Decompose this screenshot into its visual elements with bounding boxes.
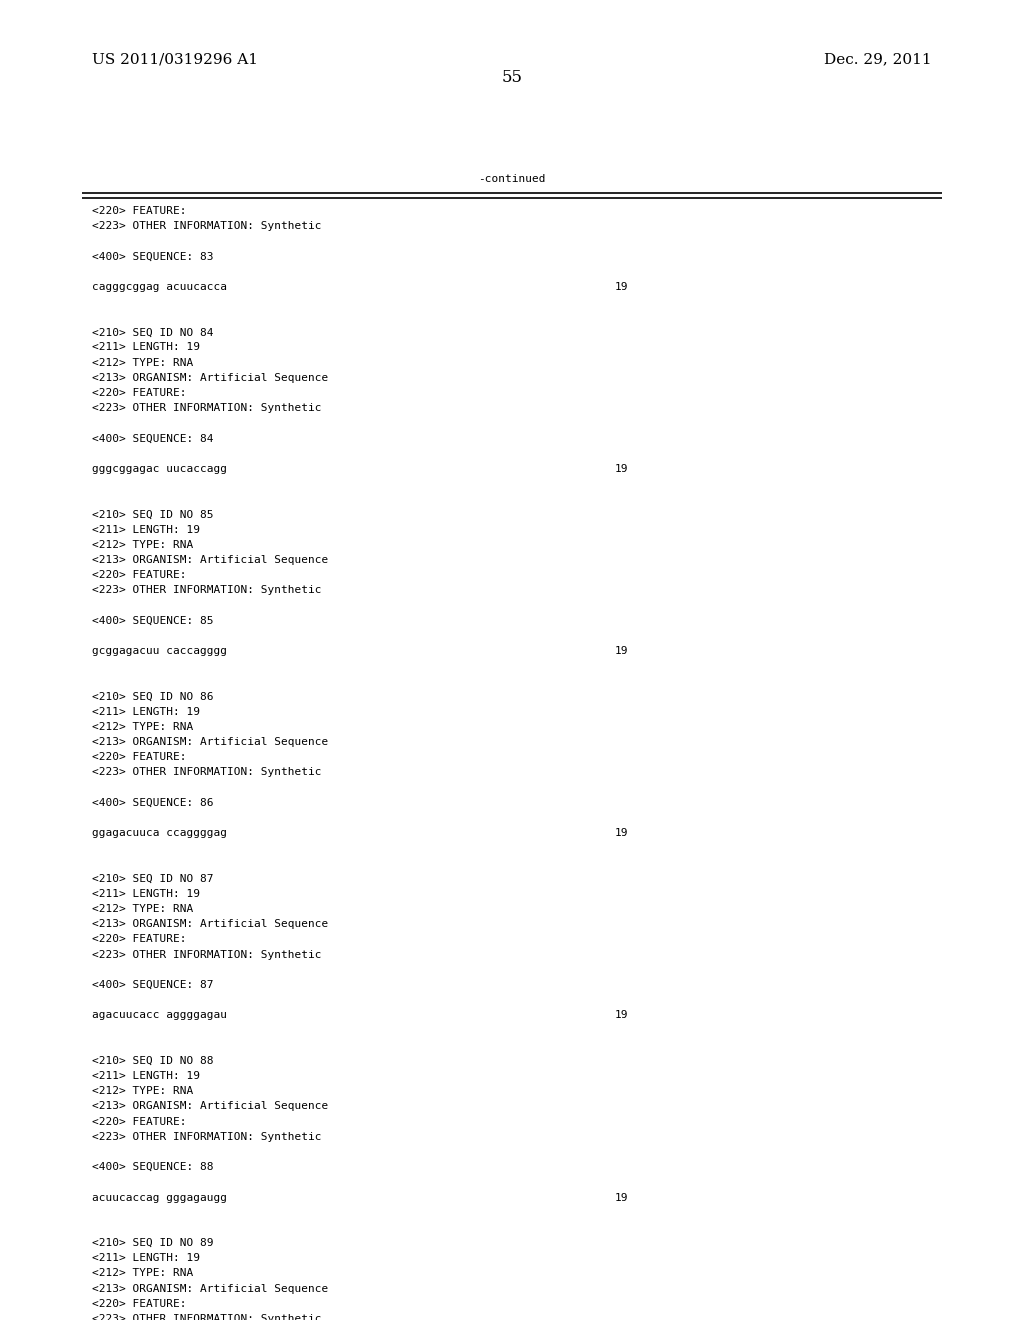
Text: 19: 19 xyxy=(614,281,628,292)
Text: <400> SEQUENCE: 85: <400> SEQUENCE: 85 xyxy=(92,615,214,626)
Text: <212> TYPE: RNA: <212> TYPE: RNA xyxy=(92,1086,194,1097)
Text: <211> LENGTH: 19: <211> LENGTH: 19 xyxy=(92,1253,200,1263)
Text: <210> SEQ ID NO 89: <210> SEQ ID NO 89 xyxy=(92,1238,214,1249)
Text: ggagacuuca ccaggggag: ggagacuuca ccaggggag xyxy=(92,828,227,838)
Text: <400> SEQUENCE: 88: <400> SEQUENCE: 88 xyxy=(92,1162,214,1172)
Text: <220> FEATURE:: <220> FEATURE: xyxy=(92,752,186,763)
Text: <400> SEQUENCE: 83: <400> SEQUENCE: 83 xyxy=(92,251,214,261)
Text: <211> LENGTH: 19: <211> LENGTH: 19 xyxy=(92,524,200,535)
Text: <223> OTHER INFORMATION: Synthetic: <223> OTHER INFORMATION: Synthetic xyxy=(92,767,322,777)
Text: -continued: -continued xyxy=(478,174,546,185)
Text: 19: 19 xyxy=(614,1010,628,1020)
Text: <220> FEATURE:: <220> FEATURE: xyxy=(92,206,186,216)
Text: 19: 19 xyxy=(614,463,628,474)
Text: agacuucacc aggggagau: agacuucacc aggggagau xyxy=(92,1010,227,1020)
Text: <223> OTHER INFORMATION: Synthetic: <223> OTHER INFORMATION: Synthetic xyxy=(92,949,322,960)
Text: <212> TYPE: RNA: <212> TYPE: RNA xyxy=(92,1269,194,1279)
Text: <213> ORGANISM: Artificial Sequence: <213> ORGANISM: Artificial Sequence xyxy=(92,919,329,929)
Text: <400> SEQUENCE: 87: <400> SEQUENCE: 87 xyxy=(92,979,214,990)
Text: cagggcggag acuucacca: cagggcggag acuucacca xyxy=(92,281,227,292)
Text: <220> FEATURE:: <220> FEATURE: xyxy=(92,1299,186,1309)
Text: <211> LENGTH: 19: <211> LENGTH: 19 xyxy=(92,342,200,352)
Text: <211> LENGTH: 19: <211> LENGTH: 19 xyxy=(92,888,200,899)
Text: <223> OTHER INFORMATION: Synthetic: <223> OTHER INFORMATION: Synthetic xyxy=(92,1131,322,1142)
Text: <213> ORGANISM: Artificial Sequence: <213> ORGANISM: Artificial Sequence xyxy=(92,372,329,383)
Text: <210> SEQ ID NO 87: <210> SEQ ID NO 87 xyxy=(92,874,214,884)
Text: <400> SEQUENCE: 84: <400> SEQUENCE: 84 xyxy=(92,433,214,444)
Text: gcggagacuu caccagggg: gcggagacuu caccagggg xyxy=(92,645,227,656)
Text: <223> OTHER INFORMATION: Synthetic: <223> OTHER INFORMATION: Synthetic xyxy=(92,1313,322,1320)
Text: <220> FEATURE:: <220> FEATURE: xyxy=(92,935,186,945)
Text: <213> ORGANISM: Artificial Sequence: <213> ORGANISM: Artificial Sequence xyxy=(92,737,329,747)
Text: <212> TYPE: RNA: <212> TYPE: RNA xyxy=(92,722,194,733)
Text: 19: 19 xyxy=(614,1192,628,1203)
Text: <220> FEATURE:: <220> FEATURE: xyxy=(92,570,186,581)
Text: <212> TYPE: RNA: <212> TYPE: RNA xyxy=(92,540,194,550)
Text: 19: 19 xyxy=(614,645,628,656)
Text: <210> SEQ ID NO 86: <210> SEQ ID NO 86 xyxy=(92,692,214,702)
Text: <212> TYPE: RNA: <212> TYPE: RNA xyxy=(92,904,194,915)
Text: <211> LENGTH: 19: <211> LENGTH: 19 xyxy=(92,1071,200,1081)
Text: acuucaccag gggagaugg: acuucaccag gggagaugg xyxy=(92,1192,227,1203)
Text: <400> SEQUENCE: 86: <400> SEQUENCE: 86 xyxy=(92,797,214,808)
Text: <212> TYPE: RNA: <212> TYPE: RNA xyxy=(92,358,194,368)
Text: <210> SEQ ID NO 85: <210> SEQ ID NO 85 xyxy=(92,510,214,520)
Text: 19: 19 xyxy=(614,828,628,838)
Text: <213> ORGANISM: Artificial Sequence: <213> ORGANISM: Artificial Sequence xyxy=(92,554,329,565)
Text: <211> LENGTH: 19: <211> LENGTH: 19 xyxy=(92,706,200,717)
Text: <220> FEATURE:: <220> FEATURE: xyxy=(92,388,186,399)
Text: <223> OTHER INFORMATION: Synthetic: <223> OTHER INFORMATION: Synthetic xyxy=(92,585,322,595)
Text: Dec. 29, 2011: Dec. 29, 2011 xyxy=(824,53,932,66)
Text: US 2011/0319296 A1: US 2011/0319296 A1 xyxy=(92,53,258,66)
Text: <223> OTHER INFORMATION: Synthetic: <223> OTHER INFORMATION: Synthetic xyxy=(92,403,322,413)
Text: <210> SEQ ID NO 84: <210> SEQ ID NO 84 xyxy=(92,327,214,338)
Text: <210> SEQ ID NO 88: <210> SEQ ID NO 88 xyxy=(92,1056,214,1067)
Text: <213> ORGANISM: Artificial Sequence: <213> ORGANISM: Artificial Sequence xyxy=(92,1283,329,1294)
Text: <223> OTHER INFORMATION: Synthetic: <223> OTHER INFORMATION: Synthetic xyxy=(92,220,322,231)
Text: 55: 55 xyxy=(502,69,522,86)
Text: <220> FEATURE:: <220> FEATURE: xyxy=(92,1117,186,1127)
Text: <213> ORGANISM: Artificial Sequence: <213> ORGANISM: Artificial Sequence xyxy=(92,1101,329,1111)
Text: gggcggagac uucaccagg: gggcggagac uucaccagg xyxy=(92,463,227,474)
